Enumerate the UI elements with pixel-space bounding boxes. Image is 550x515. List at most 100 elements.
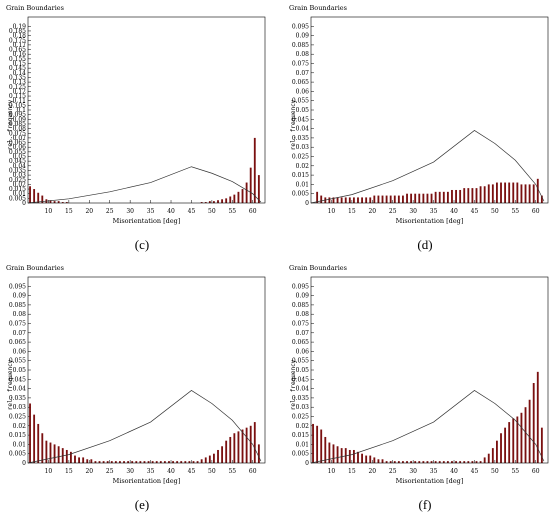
bar	[82, 457, 85, 463]
x-tick-label: 50	[491, 468, 499, 475]
bar	[221, 199, 224, 203]
y-tick-label: 0.035	[292, 395, 309, 402]
x-tick-label: 35	[430, 208, 438, 215]
x-tick-label: 15	[348, 468, 356, 475]
bar	[229, 196, 232, 203]
y-tick-label: 0.12	[13, 88, 27, 95]
bar	[459, 189, 462, 203]
plot-area	[310, 276, 549, 464]
y-tick-label: 0.075	[292, 61, 309, 68]
bar	[184, 461, 187, 463]
bar	[348, 449, 351, 463]
bar	[159, 461, 162, 463]
bar	[143, 461, 146, 463]
bar	[528, 184, 531, 203]
bar	[312, 423, 314, 463]
bar	[357, 197, 359, 203]
x-tick-label: 40	[450, 208, 458, 215]
y-tick-label: 0.06	[13, 144, 27, 151]
bar	[196, 461, 199, 463]
bar	[213, 453, 215, 463]
y-tick-label: 0.15	[13, 61, 27, 68]
y-tick-label: 0.005	[9, 451, 26, 458]
y-tick-label: 0.01	[296, 441, 309, 448]
bar	[532, 383, 535, 463]
bar	[200, 459, 203, 463]
x-tick-label: 20	[85, 468, 93, 475]
y-tick-label: 0.025	[292, 154, 309, 161]
y-tick-label: 0.1	[16, 107, 26, 114]
bar	[37, 192, 40, 203]
x-tick-label: 35	[430, 468, 438, 475]
x-tick-label: 10	[328, 208, 336, 215]
chart-title: Grain Boundaries	[289, 264, 347, 272]
bar	[340, 197, 343, 203]
y-tick-label: 0.02	[13, 181, 27, 188]
bar	[446, 461, 449, 463]
bar	[365, 197, 368, 203]
bar	[406, 461, 408, 463]
x-tick-label: 20	[368, 208, 376, 215]
bar	[192, 461, 195, 463]
y-tick-label: 0.06	[296, 348, 310, 355]
y-tick-label: 0.065	[9, 339, 26, 346]
y-tick-label: 0.035	[9, 167, 26, 174]
bar	[155, 461, 158, 463]
y-tick-label: 0.075	[292, 321, 309, 328]
bar	[381, 195, 384, 203]
bar	[402, 461, 404, 463]
bar	[53, 201, 56, 203]
bar	[504, 427, 507, 463]
bar	[426, 461, 429, 463]
bar	[65, 202, 68, 203]
bar	[426, 193, 429, 203]
bar	[102, 461, 105, 463]
bar	[455, 461, 457, 463]
y-tick-label: 0.155	[9, 56, 26, 63]
y-tick-label: 0.045	[292, 376, 309, 383]
bar	[389, 195, 392, 203]
x-tick-label: 45	[471, 208, 479, 215]
bar	[361, 197, 363, 203]
bar	[459, 461, 462, 463]
x-axis-label: Misorientation [deg]	[396, 217, 464, 225]
bar	[536, 178, 539, 203]
bar	[516, 182, 519, 203]
bar	[418, 461, 421, 463]
x-tick-label: 45	[471, 468, 479, 475]
bar	[463, 461, 466, 463]
bar	[74, 455, 76, 463]
y-tick-label: 0.18	[13, 33, 27, 40]
bar	[208, 455, 211, 463]
bar	[446, 191, 449, 203]
y-tick-label: 0.055	[292, 98, 309, 105]
bar	[524, 184, 527, 203]
y-tick-label: 0.095	[292, 283, 309, 290]
x-tick-label: 60	[249, 208, 257, 215]
bar	[37, 423, 40, 463]
bar	[414, 193, 417, 203]
y-tick-label: 0	[305, 200, 309, 207]
bar	[168, 461, 170, 463]
y-tick-label: 0.005	[9, 195, 26, 202]
y-tick-label: 0.01	[13, 441, 26, 448]
y-tick-label: 0.19	[13, 23, 27, 30]
y-tick-label: 0.005	[292, 451, 309, 458]
bar	[512, 182, 515, 203]
bar	[508, 422, 511, 463]
x-tick-label: 25	[106, 468, 114, 475]
x-tick-label: 50	[491, 208, 499, 215]
y-tick-label: 0.175	[9, 37, 26, 44]
y-tick-label: 0.125	[9, 84, 26, 91]
bar	[33, 189, 36, 203]
plot-area	[310, 16, 549, 204]
y-tick-label: 0.045	[9, 158, 26, 165]
y-axis-label: rel. frequency	[290, 99, 297, 150]
x-tick-label: 15	[65, 208, 73, 215]
bar	[524, 407, 527, 463]
bar	[41, 195, 44, 203]
reference-curve	[310, 130, 545, 204]
y-tick-label: 0.08	[296, 51, 310, 58]
bar	[479, 461, 482, 463]
bar	[491, 448, 494, 463]
